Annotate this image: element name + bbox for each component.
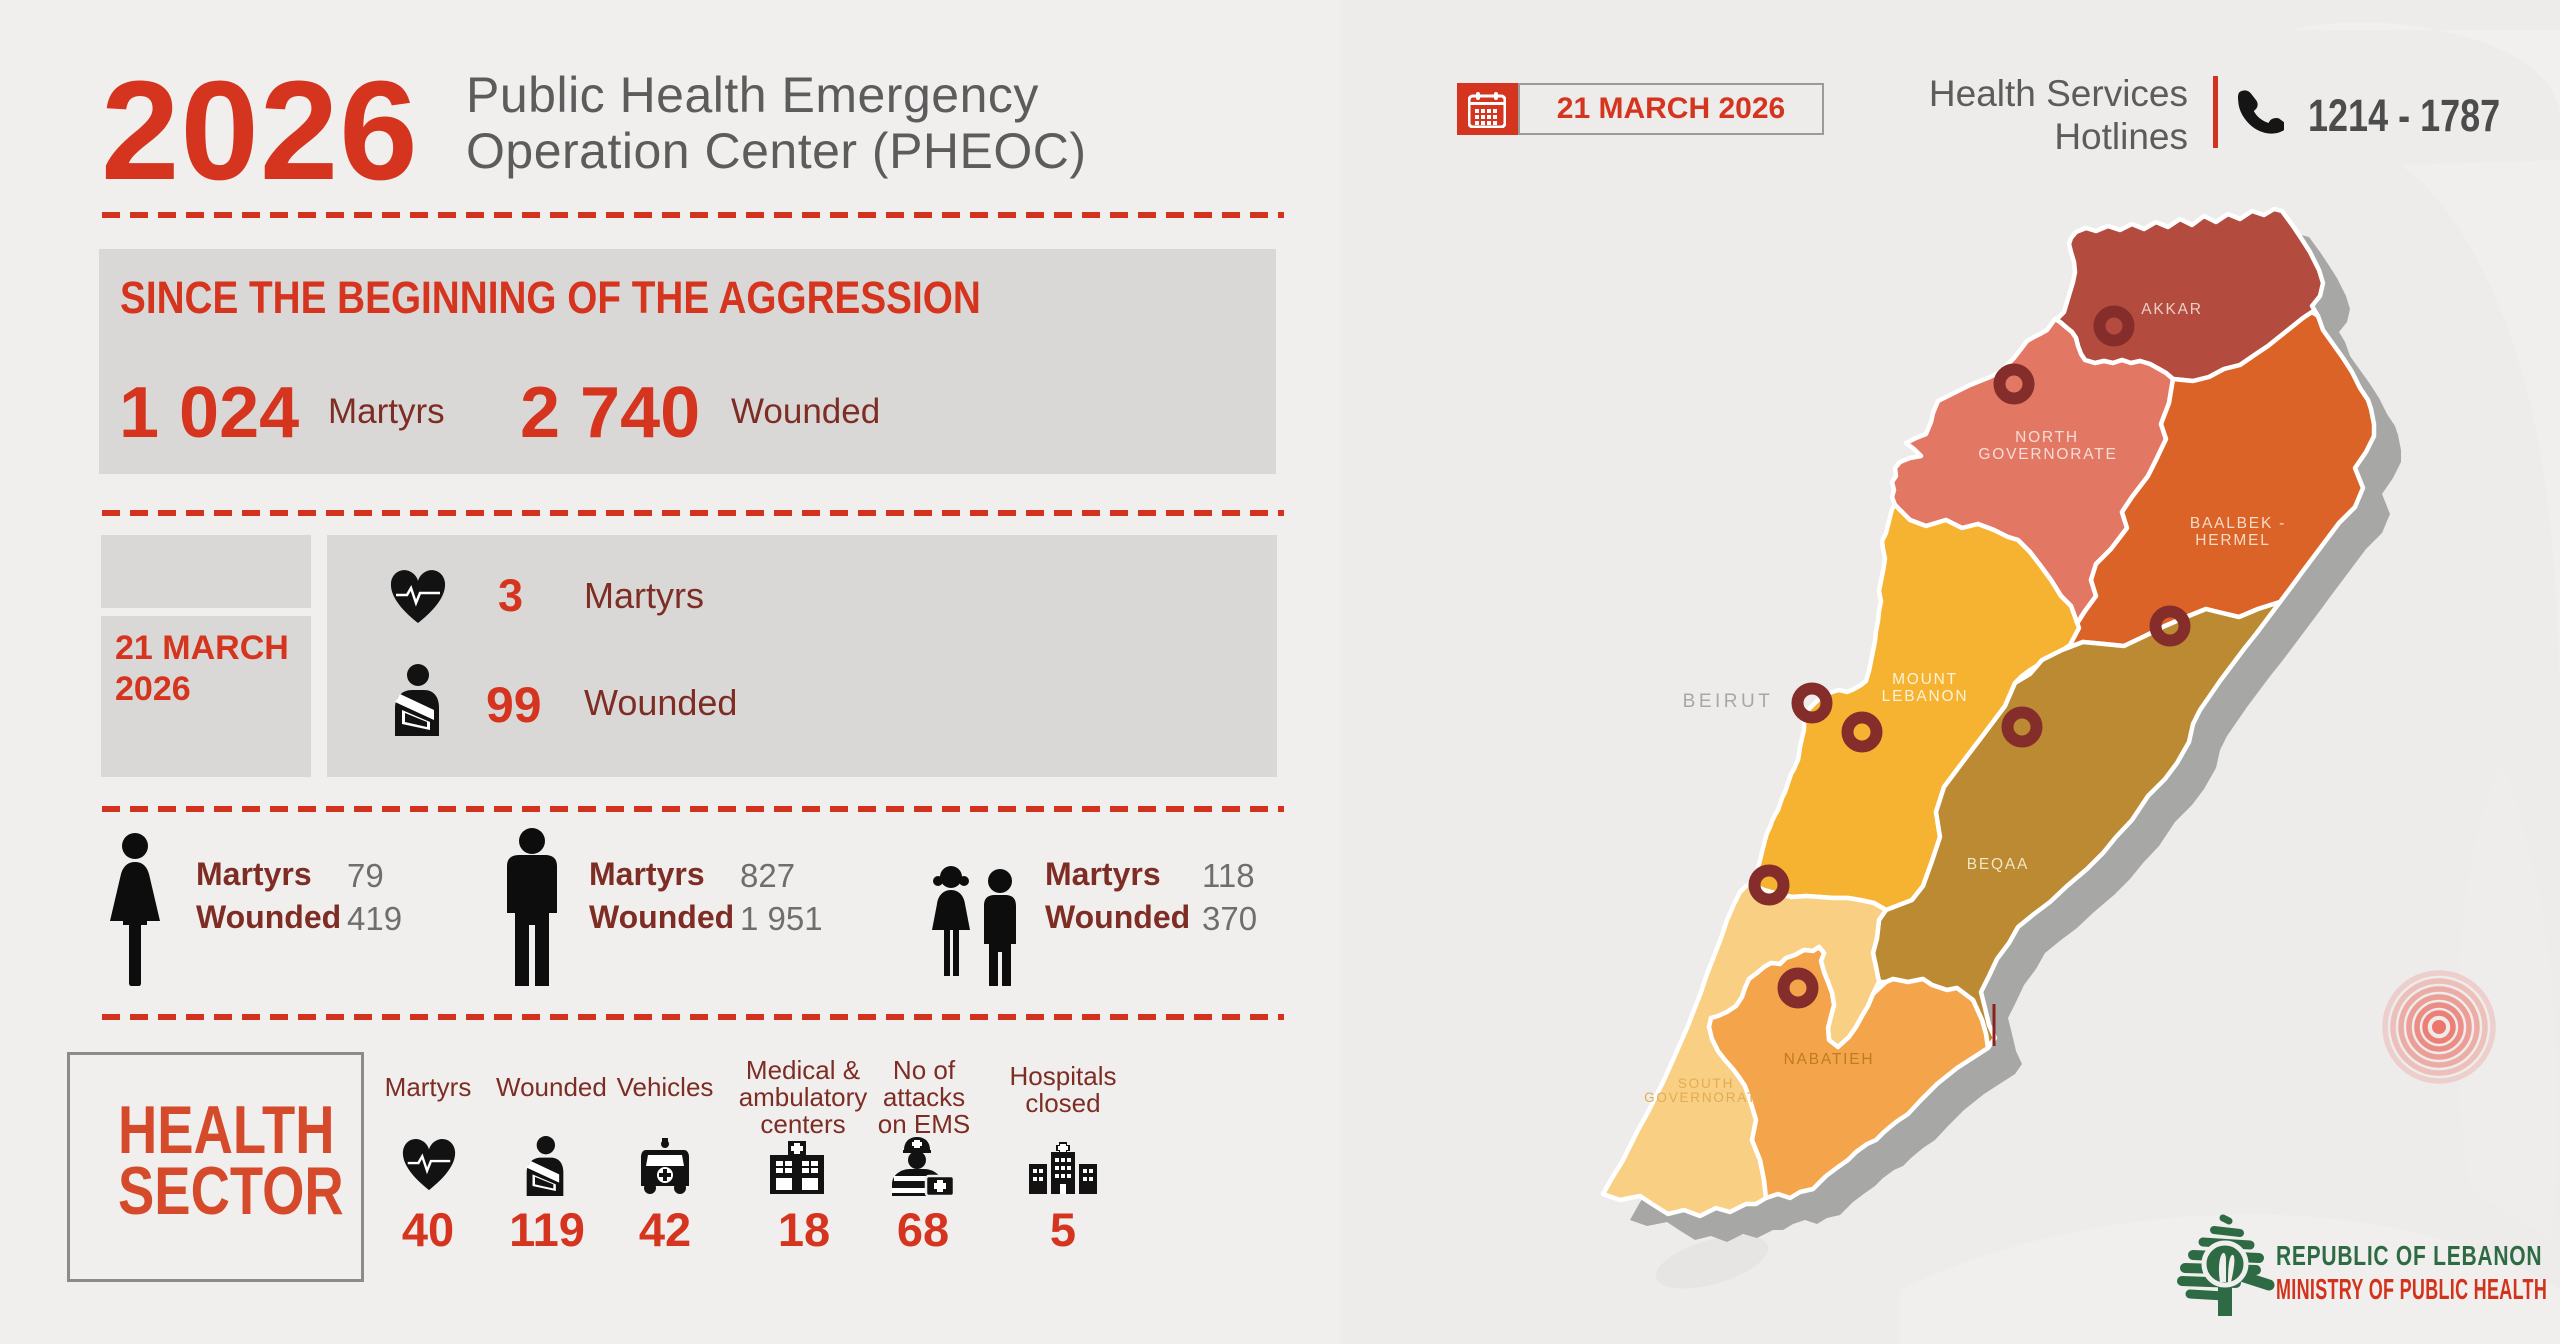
svg-text:BEQAA: BEQAA — [1967, 856, 2029, 873]
svg-text:SOUTH: SOUTH — [1678, 1076, 1734, 1091]
svg-text:MOUNT: MOUNT — [1892, 671, 1958, 688]
svg-text:BEIRUT: BEIRUT — [1683, 691, 1774, 712]
svg-text:BAALBEK -: BAALBEK - — [2190, 515, 2286, 532]
svg-text:GOVERNORATE: GOVERNORATE — [1644, 1090, 1768, 1105]
svg-text:GOVERNORATE: GOVERNORATE — [1978, 446, 2117, 463]
svg-text:AKKAR: AKKAR — [2141, 301, 2203, 318]
svg-text:NABATIEH: NABATIEH — [1784, 1051, 1875, 1068]
svg-text:HERMEL: HERMEL — [2195, 532, 2270, 549]
svg-text:NORTH: NORTH — [2015, 429, 2079, 446]
svg-text:LEBANON: LEBANON — [1882, 688, 1969, 705]
